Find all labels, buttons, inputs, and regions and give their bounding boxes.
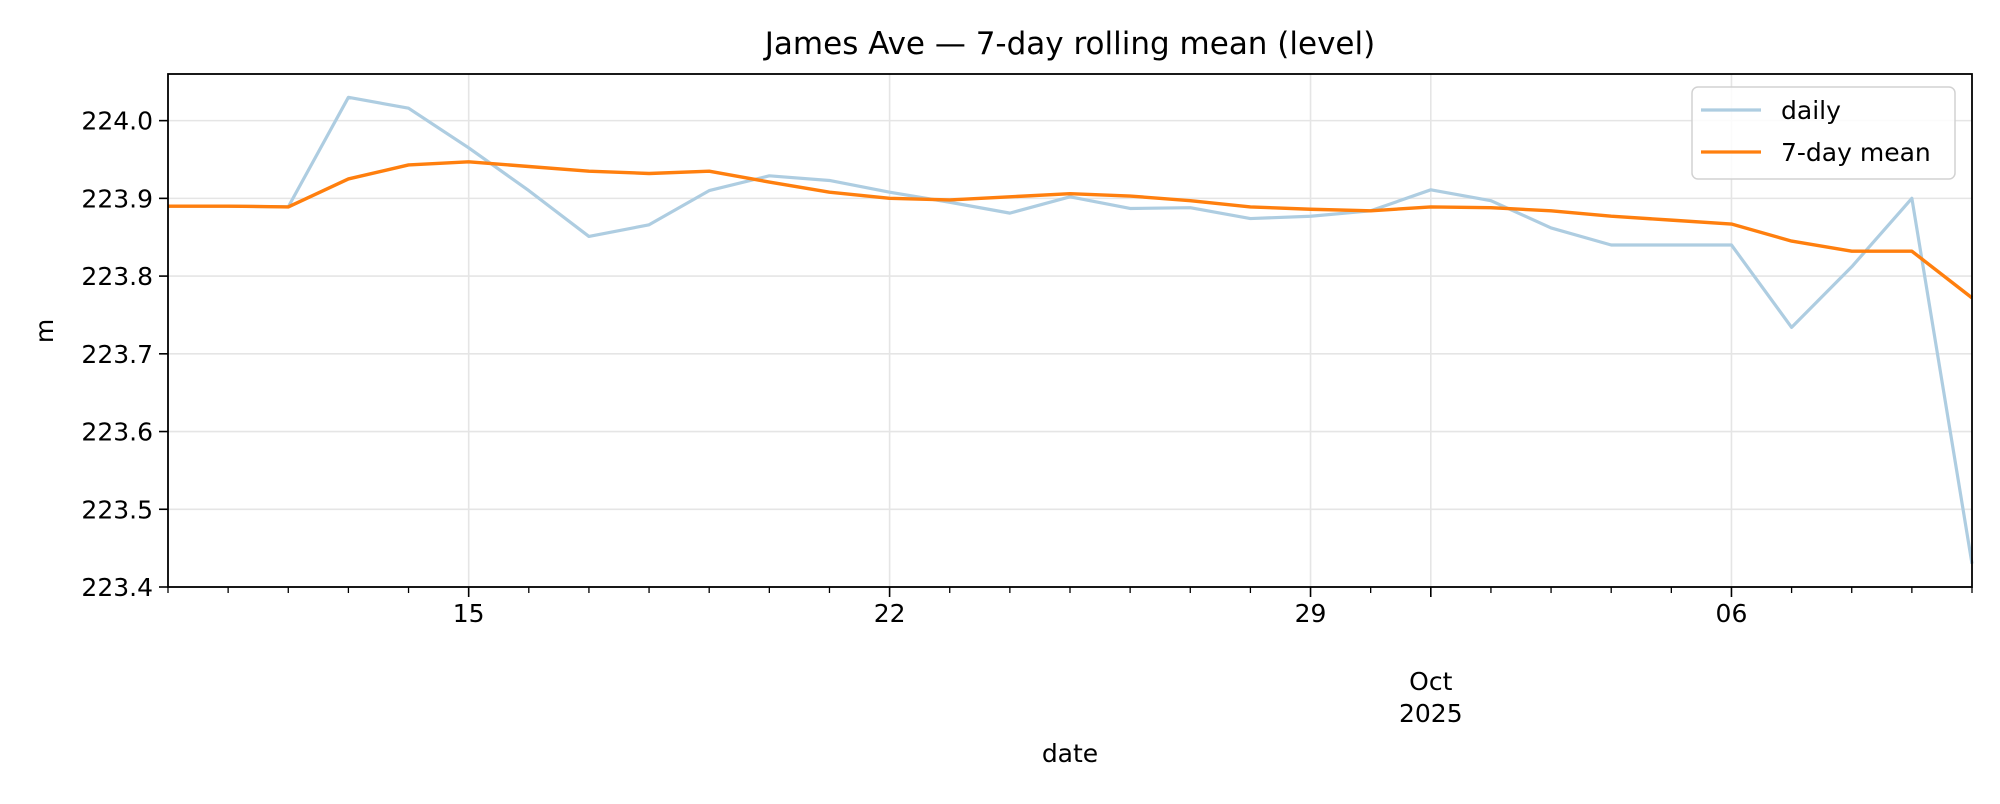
legend-label-7-day-mean: 7-day mean bbox=[1781, 138, 1931, 167]
ticks-layer: 223.4 223.5 223.6 223.7 223.8 223.9 224.0 15 22 2… bbox=[81, 107, 1973, 728]
grid-layer bbox=[168, 74, 1972, 588]
x-tick-label: 29 bbox=[1295, 599, 1327, 628]
y-tick-label: 223.4 bbox=[81, 573, 153, 602]
series-line-daily bbox=[168, 95, 1974, 564]
y-tick-label: 223.8 bbox=[81, 262, 153, 291]
x-axis-label: date bbox=[1042, 739, 1098, 768]
series-line-7-day-mean bbox=[168, 160, 1974, 300]
y-tick-label: 223.6 bbox=[81, 418, 153, 447]
legend-label-daily: daily bbox=[1781, 96, 1841, 125]
series-layer bbox=[168, 95, 1974, 564]
y-tick-label: 223.7 bbox=[81, 340, 153, 369]
x-tick-label: 22 bbox=[874, 599, 906, 628]
y-tick-label: 223.5 bbox=[81, 495, 153, 524]
chart-title: James Ave — 7-day rolling mean (level) bbox=[763, 26, 1375, 62]
legend: daily 7-day mean bbox=[1691, 86, 1956, 180]
y-axis-label: m bbox=[30, 319, 59, 343]
x-tick-label: 06 bbox=[1716, 599, 1748, 628]
x-tick-label: 15 bbox=[453, 599, 485, 628]
y-tick-label: 224.0 bbox=[81, 107, 153, 136]
y-tick-label: 223.9 bbox=[81, 184, 153, 213]
x-tick-label: Oct 2025 bbox=[1399, 667, 1463, 728]
